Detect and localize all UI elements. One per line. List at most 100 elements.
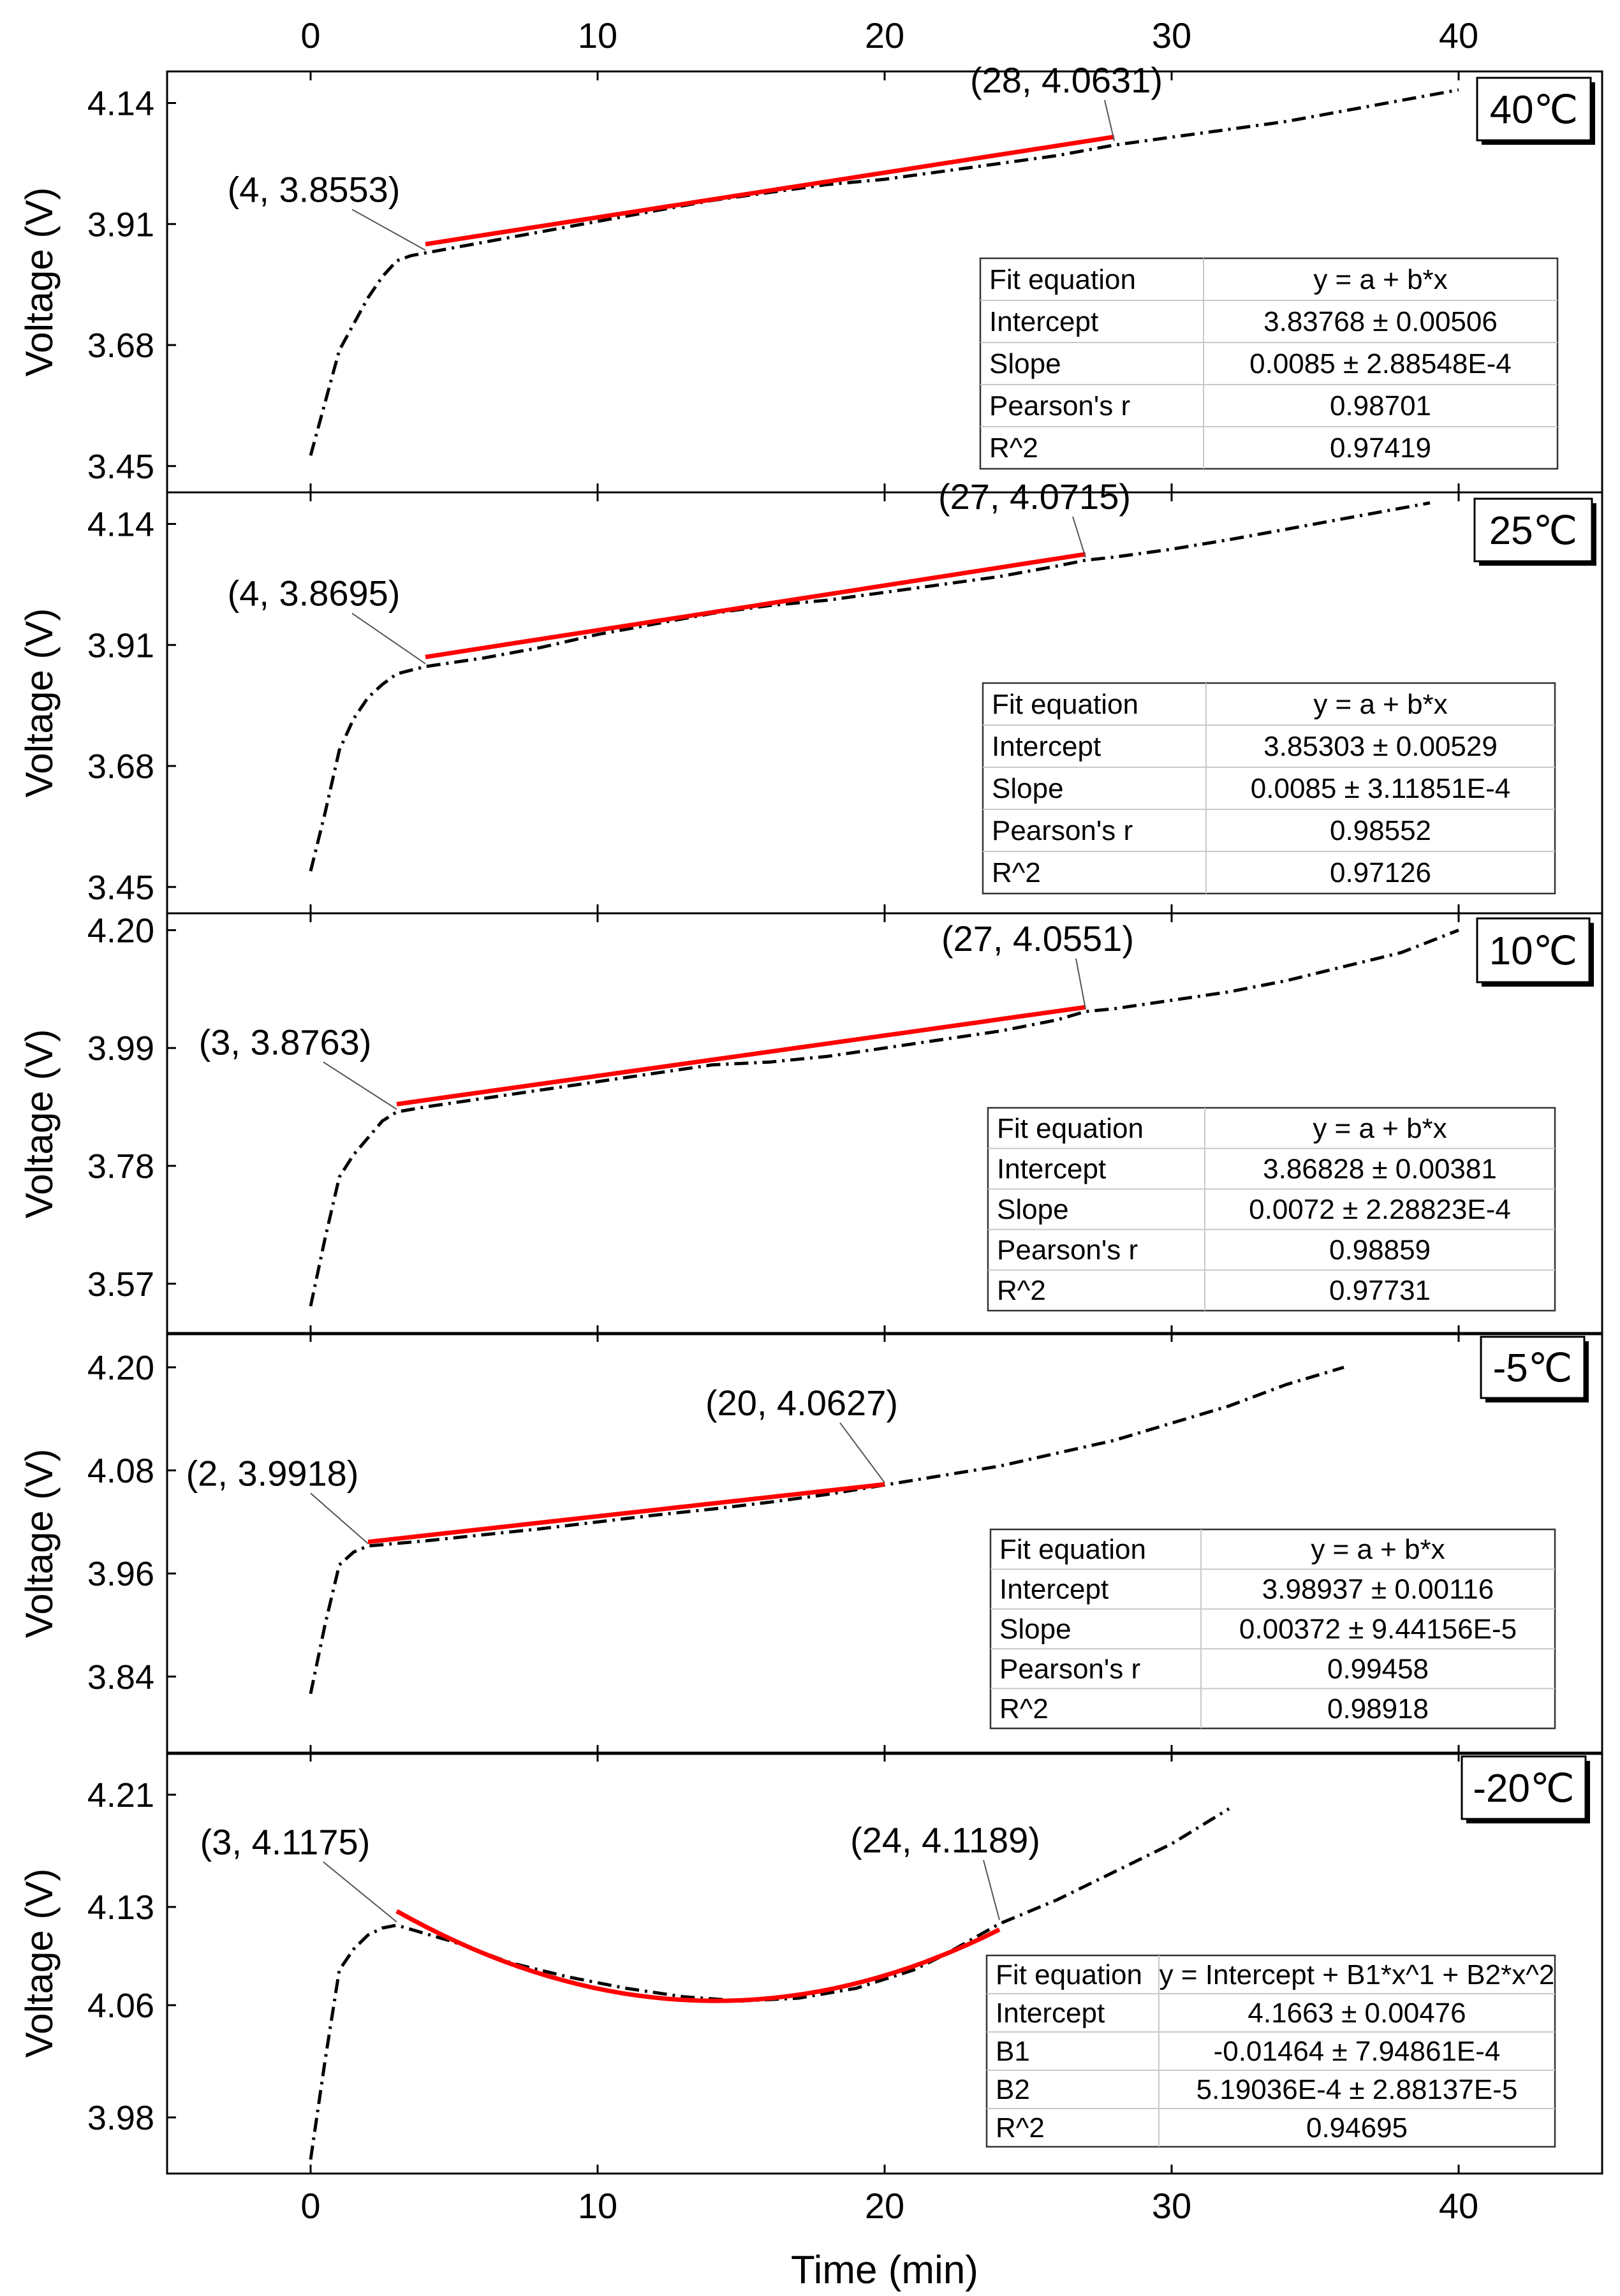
fit-table-value: 0.97126 bbox=[1330, 857, 1431, 888]
y-tick-label: 3.57 bbox=[87, 1265, 154, 1304]
panels-layer: 3.45 3.68 3.91 4.14 Voltage (V) (4, 3.8553) (2… bbox=[18, 60, 1603, 2175]
annotation-label: (27, 4.0715) bbox=[938, 476, 1131, 517]
badge-frame bbox=[1476, 917, 1591, 983]
fit-table-value: 0.00372 ± 9.44156E-5 bbox=[1239, 1614, 1517, 1645]
fit-table-value: y = a + b*x bbox=[1313, 264, 1447, 295]
fit-table-value: 0.99458 bbox=[1327, 1653, 1429, 1684]
badge-frame bbox=[1476, 77, 1592, 142]
annotation-label: (3, 3.8763) bbox=[199, 1022, 372, 1062]
fit-table-key: Fit equation bbox=[989, 264, 1136, 295]
annotation-leader bbox=[1075, 958, 1086, 1010]
fit-table-key: R^2 bbox=[997, 1275, 1046, 1306]
annotation-leader bbox=[310, 1492, 369, 1545]
fit-table-value: 0.98552 bbox=[1330, 815, 1431, 846]
annotation-leader bbox=[351, 209, 426, 251]
fit-table-value: 3.86828 ± 0.00381 bbox=[1263, 1153, 1497, 1184]
y-tick-label: 3.78 bbox=[87, 1147, 154, 1186]
y-tick-label: 4.20 bbox=[87, 1349, 154, 1387]
fit-table-value: 4.1663 ± 0.00476 bbox=[1248, 1998, 1466, 2029]
y-tick-label: 3.91 bbox=[87, 205, 154, 244]
top-x-tick-label: 40 bbox=[1439, 15, 1478, 55]
badge-frame bbox=[1473, 497, 1593, 563]
fit-table-value: 0.0085 ± 2.88548E-4 bbox=[1249, 348, 1512, 379]
fit-table-key: B1 bbox=[996, 2036, 1030, 2067]
fit-table-key: Slope bbox=[989, 348, 1061, 379]
y-tick-label: 3.45 bbox=[87, 448, 154, 486]
fit-table-key: Pearson's r bbox=[997, 1235, 1138, 1266]
top-x-tick-label: 0 bbox=[300, 15, 320, 55]
annotation-leader bbox=[351, 612, 426, 665]
fit-table-key: Pearson's r bbox=[989, 390, 1130, 422]
y-axis-label: Voltage (V) bbox=[18, 1029, 61, 1219]
bottom-axis: 0 10 20 30 40 bbox=[300, 2186, 1478, 2226]
fit-table-value: 0.98701 bbox=[1330, 390, 1431, 422]
badge-frame bbox=[1461, 1755, 1587, 1820]
fit-table-key: Fit equation bbox=[992, 689, 1138, 720]
fit-table-key: Slope bbox=[992, 773, 1064, 804]
panel-3: 3.84 3.96 4.08 4.20 Voltage (V) (2, 3.9918) (2… bbox=[18, 1332, 1603, 1755]
fit-table-value: 0.98918 bbox=[1327, 1693, 1429, 1725]
fit-table-key: Intercept bbox=[996, 1998, 1105, 2029]
fit-table-frame bbox=[979, 257, 1559, 470]
annotation-label: (20, 4.0627) bbox=[705, 1383, 898, 1423]
fit-table: Fit equation y = a + b*x Intercept 3.85303 … bbox=[982, 682, 1556, 895]
fit-line bbox=[396, 1004, 1086, 1107]
fit-line bbox=[395, 1909, 1001, 2003]
y-tick-label: 3.98 bbox=[87, 2099, 154, 2137]
fit-table-value: 0.0085 ± 3.11851E-4 bbox=[1251, 773, 1510, 804]
annotation-leader bbox=[1072, 516, 1086, 558]
annotation-label: (2, 3.9918) bbox=[186, 1453, 359, 1493]
x-axis-label: Time (min) bbox=[791, 2248, 978, 2292]
bottom-x-tick-label: 40 bbox=[1439, 2186, 1478, 2226]
fit-table-key: Slope bbox=[997, 1194, 1069, 1225]
temperature-badge: 10℃ bbox=[1489, 929, 1578, 973]
y-tick-label: 4.14 bbox=[87, 85, 154, 123]
panel-0: 3.45 3.68 3.91 4.14 Voltage (V) (4, 3.8553) (2… bbox=[18, 60, 1603, 494]
fit-table-frame bbox=[989, 1528, 1556, 1730]
fit-table-value: y = a + b*x bbox=[1313, 1113, 1447, 1144]
fit-table-value: y = a + b*x bbox=[1311, 1534, 1445, 1565]
badge-frame bbox=[1480, 1336, 1586, 1399]
fit-table-value: 0.0072 ± 2.28823E-4 bbox=[1249, 1194, 1511, 1225]
fit-table-key: Slope bbox=[999, 1614, 1071, 1645]
bottom-x-tick-label: 10 bbox=[578, 2186, 617, 2226]
fit-table-key: Fit equation bbox=[997, 1113, 1144, 1144]
fit-table-value: 3.98937 ± 0.00116 bbox=[1262, 1574, 1494, 1605]
y-tick-label: 3.84 bbox=[87, 1658, 154, 1696]
y-tick-label: 4.08 bbox=[87, 1452, 154, 1490]
y-tick-label: 3.45 bbox=[87, 869, 154, 907]
annotation-leader bbox=[323, 1861, 397, 1923]
fit-table-value: 0.97731 bbox=[1329, 1275, 1431, 1306]
annotation-label: (4, 3.8553) bbox=[228, 169, 401, 209]
annotation-label: (27, 4.0551) bbox=[941, 918, 1134, 959]
fit-table-key: Fit equation bbox=[996, 1959, 1142, 1991]
y-axis-label: Voltage (V) bbox=[18, 1869, 61, 2058]
fit-table-key: Intercept bbox=[999, 1574, 1108, 1605]
y-tick-label: 4.13 bbox=[87, 1888, 154, 1927]
fit-line bbox=[367, 1482, 885, 1545]
bottom-x-tick-label: 0 bbox=[300, 2186, 320, 2226]
top-x-tick-label: 10 bbox=[578, 15, 617, 55]
y-tick-label: 3.68 bbox=[87, 327, 154, 365]
fit-table-value: 0.94695 bbox=[1306, 2112, 1408, 2144]
annotation-leader bbox=[1104, 99, 1115, 142]
fit-table-value: y = Intercept + B1*x^1 + B2*x^2 bbox=[1160, 1959, 1555, 1991]
top-axis: 0 10 20 30 40 bbox=[300, 15, 1478, 55]
fit-line bbox=[425, 552, 1086, 659]
measured-voltage-line bbox=[309, 1365, 1344, 1695]
y-tick-label: 3.68 bbox=[87, 747, 154, 786]
annotation-label: (4, 3.8695) bbox=[228, 573, 401, 614]
fit-table-value: 3.85303 ± 0.00529 bbox=[1263, 731, 1498, 762]
fit-line bbox=[425, 135, 1115, 247]
fit-table-key: B2 bbox=[996, 2074, 1030, 2105]
measured-voltage-line bbox=[309, 1807, 1230, 2160]
fit-table-value: -0.01464 ± 7.94861E-4 bbox=[1214, 2036, 1501, 2067]
panel-4: 3.98 4.06 4.13 4.21 Voltage (V) (3, 4.1175) (2… bbox=[18, 1751, 1603, 2175]
fit-table-value: y = a + b*x bbox=[1313, 689, 1447, 720]
y-tick-label: 4.14 bbox=[87, 506, 154, 544]
fit-table-frame bbox=[987, 1107, 1556, 1312]
annotation-label: (24, 4.1189) bbox=[850, 1820, 1040, 1860]
panel-2: 3.57 3.78 3.99 4.20 Voltage (V) (3, 3.8763) (2… bbox=[18, 911, 1603, 1336]
temperature-badge: 40℃ bbox=[1490, 88, 1579, 132]
fit-table-key: Fit equation bbox=[999, 1534, 1146, 1565]
